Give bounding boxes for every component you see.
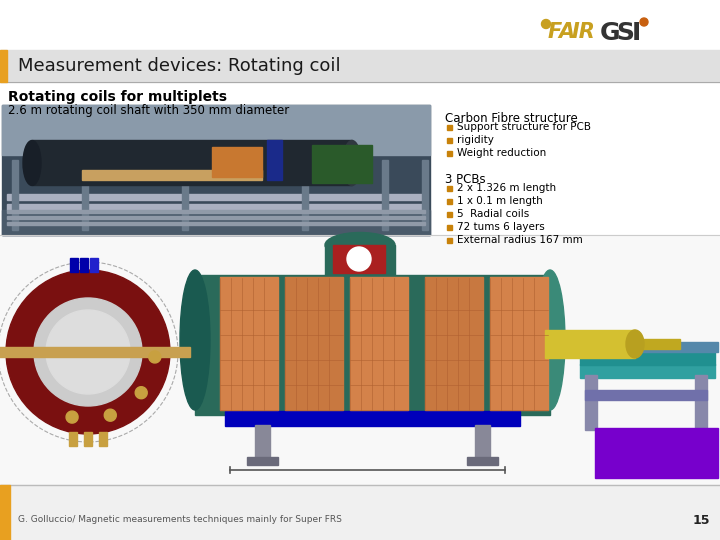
Bar — [0, 235, 720, 485]
Bar — [447, 199, 452, 204]
Bar — [0, 347, 190, 357]
Text: Rotating coils for multiplets: Rotating coils for multiplets — [8, 90, 227, 104]
Text: S: S — [616, 21, 634, 45]
Bar — [225, 411, 520, 426]
Bar — [2, 210, 430, 235]
Wedge shape — [66, 411, 78, 423]
Bar — [447, 151, 452, 156]
Bar — [82, 170, 262, 180]
Text: F: F — [548, 22, 562, 42]
Ellipse shape — [180, 270, 210, 410]
Bar — [447, 238, 452, 243]
Bar — [212, 147, 262, 177]
Bar — [580, 364, 715, 378]
Ellipse shape — [325, 233, 395, 258]
Bar — [695, 375, 707, 430]
Bar — [382, 160, 388, 230]
Bar — [447, 212, 452, 217]
Bar — [467, 457, 498, 465]
Bar — [422, 160, 428, 230]
Bar — [447, 138, 452, 143]
Text: 1 x 0.1 m length: 1 x 0.1 m length — [457, 196, 543, 206]
Bar — [350, 277, 408, 410]
Bar — [32, 140, 352, 185]
Bar — [0, 485, 10, 540]
Bar — [595, 428, 718, 478]
Bar — [2, 105, 430, 235]
Text: Measurement devices: Rotating coil: Measurement devices: Rotating coil — [18, 57, 341, 75]
Bar — [545, 330, 635, 358]
Bar — [0, 50, 720, 82]
Bar — [285, 277, 343, 410]
Bar — [333, 245, 385, 273]
Bar — [70, 258, 78, 272]
Text: rigidity: rigidity — [457, 135, 494, 145]
Text: G: G — [600, 21, 621, 45]
Text: Support structure for PCB: Support structure for PCB — [457, 122, 591, 132]
Bar — [12, 160, 18, 230]
Bar — [490, 277, 548, 410]
Bar — [635, 339, 680, 349]
Bar — [2, 105, 430, 155]
Text: A: A — [558, 22, 574, 42]
Ellipse shape — [343, 140, 361, 186]
Bar — [84, 432, 92, 446]
Wedge shape — [149, 351, 161, 363]
Bar — [447, 125, 452, 130]
Bar — [312, 145, 372, 183]
Bar — [195, 275, 550, 415]
Text: I: I — [632, 21, 642, 45]
Bar — [585, 390, 707, 400]
Bar — [425, 277, 483, 410]
Circle shape — [640, 18, 648, 26]
Bar — [447, 186, 452, 191]
Bar — [580, 351, 715, 365]
Text: 72 tums 6 layers: 72 tums 6 layers — [457, 222, 545, 232]
Ellipse shape — [535, 270, 565, 410]
Ellipse shape — [626, 330, 644, 358]
Bar — [447, 225, 452, 230]
Bar — [585, 375, 597, 430]
Text: IR: IR — [572, 22, 596, 42]
Bar — [69, 432, 77, 446]
Text: External radius 167 mm: External radius 167 mm — [457, 235, 582, 245]
Bar — [475, 425, 490, 458]
Bar — [0, 0, 720, 80]
Bar — [7, 210, 425, 213]
Bar — [578, 342, 718, 352]
Circle shape — [541, 19, 551, 29]
Bar — [255, 425, 270, 458]
Bar — [302, 160, 308, 230]
Bar — [7, 216, 425, 219]
Ellipse shape — [23, 140, 41, 186]
Bar — [7, 194, 425, 200]
Bar — [80, 258, 88, 272]
Bar — [0, 485, 720, 540]
Bar — [90, 258, 98, 272]
Bar — [182, 160, 188, 230]
Text: 15: 15 — [693, 514, 710, 526]
Bar — [7, 204, 425, 210]
Bar — [267, 140, 282, 180]
Text: 2.6 m rotating coil shaft with 350 mm diameter: 2.6 m rotating coil shaft with 350 mm di… — [8, 104, 289, 117]
Circle shape — [46, 310, 130, 394]
Bar — [82, 160, 88, 230]
Bar — [7, 222, 425, 225]
Bar — [0, 50, 7, 82]
Text: 5  Radial coils: 5 Radial coils — [457, 209, 529, 219]
Text: Weight reduction: Weight reduction — [457, 148, 546, 158]
Wedge shape — [135, 387, 147, 399]
Circle shape — [347, 247, 371, 271]
Text: 3 PCBs: 3 PCBs — [445, 173, 485, 186]
Text: 2 x 1.326 m length: 2 x 1.326 m length — [457, 183, 556, 193]
Text: G. Golluccio/ Magnetic measurements techniques mainly for Super FRS: G. Golluccio/ Magnetic measurements tech… — [18, 516, 342, 524]
Bar — [220, 277, 278, 410]
Bar — [247, 457, 278, 465]
Bar — [99, 432, 107, 446]
Text: Carbon Fibre structure: Carbon Fibre structure — [445, 112, 577, 125]
Bar — [325, 245, 395, 280]
Circle shape — [6, 270, 170, 434]
Circle shape — [34, 298, 142, 406]
Wedge shape — [104, 409, 116, 421]
